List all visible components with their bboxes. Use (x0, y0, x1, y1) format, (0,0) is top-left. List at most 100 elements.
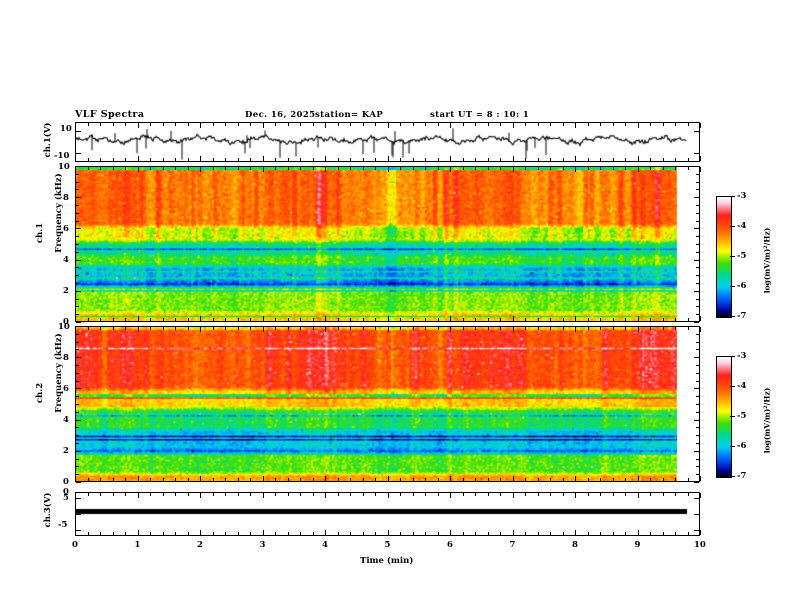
tick-mark (413, 318, 414, 321)
tick-mark (525, 532, 526, 535)
tick-mark (100, 532, 101, 535)
tick-mark (694, 514, 699, 515)
tick-mark (525, 158, 526, 161)
tick-mark (125, 123, 126, 126)
tick-mark (400, 167, 401, 170)
tick-mark (450, 123, 451, 128)
tick-mark (75, 123, 76, 128)
tick-mark (200, 316, 201, 321)
ch1-spectrogram-ytick-8: 8 (63, 193, 69, 203)
colorbar-tick-mark (730, 316, 735, 317)
tick-mark (475, 493, 476, 496)
ch3-waveform-ytick-neg5: -5 (58, 520, 68, 530)
xaxis-tick-2: 2 (197, 540, 203, 550)
tick-mark (150, 327, 151, 330)
tick-mark (538, 167, 539, 170)
tick-mark (288, 532, 289, 535)
tick-mark (413, 532, 414, 535)
tick-mark (100, 123, 101, 126)
colorbar-tick--4: -4 (737, 221, 747, 231)
tick-mark (325, 123, 326, 128)
tick-mark (100, 158, 101, 161)
tick-mark (613, 493, 614, 496)
tick-mark (213, 158, 214, 161)
tick-mark (450, 327, 451, 332)
tick-mark (694, 388, 699, 389)
tick-mark (76, 299, 79, 300)
tick-mark (625, 123, 626, 126)
tick-mark (313, 123, 314, 126)
tick-mark (375, 318, 376, 321)
tick-mark (625, 532, 626, 535)
tick-mark (696, 404, 699, 405)
colorbar-tick--3: -3 (737, 191, 747, 201)
tick-mark (313, 327, 314, 330)
tick-mark (263, 327, 264, 332)
tick-mark (325, 476, 326, 481)
tick-mark (425, 327, 426, 330)
tick-mark (263, 493, 264, 498)
tick-mark (550, 123, 551, 126)
tick-mark (638, 476, 639, 481)
tick-mark (563, 478, 564, 481)
tick-mark (694, 291, 699, 292)
tick-mark (675, 532, 676, 535)
tick-mark (76, 189, 79, 190)
tick-mark (200, 167, 201, 172)
tick-mark (113, 158, 114, 161)
tick-mark (600, 493, 601, 496)
tick-mark (188, 493, 189, 496)
tick-mark (76, 283, 79, 284)
colorbar-tick-mark (730, 476, 735, 477)
tick-mark (425, 123, 426, 126)
tick-mark (288, 478, 289, 481)
tick-mark (663, 327, 664, 330)
tick-mark (438, 493, 439, 496)
tick-mark (675, 123, 676, 126)
ch1-spectrogram-ytick-10: 10 (58, 162, 70, 172)
tick-mark (688, 493, 689, 496)
tick-mark (75, 316, 76, 321)
tick-mark (113, 478, 114, 481)
tick-mark (700, 530, 701, 535)
tick-mark (350, 327, 351, 330)
tick-mark (300, 158, 301, 161)
tick-mark (488, 532, 489, 535)
tick-mark (375, 167, 376, 170)
tick-mark (75, 493, 76, 498)
tick-mark (696, 244, 699, 245)
tick-mark (125, 493, 126, 496)
tick-mark (76, 244, 79, 245)
tick-mark (588, 532, 589, 535)
colorbar-tick--6: -6 (737, 281, 747, 291)
ch2-spectrogram-ytick-4: 4 (63, 415, 69, 425)
tick-mark (275, 123, 276, 126)
tick-mark (525, 318, 526, 321)
tick-mark (76, 205, 79, 206)
tick-mark (675, 478, 676, 481)
tick-mark (388, 476, 389, 481)
tick-mark (288, 167, 289, 170)
tick-mark (663, 158, 664, 161)
colorbar-tick-mark (730, 386, 735, 387)
tick-mark (275, 167, 276, 170)
tick-mark (625, 318, 626, 321)
tick-mark (75, 530, 76, 535)
tick-mark (150, 532, 151, 535)
colorbar-ch2-gradient (716, 356, 732, 478)
tick-mark (413, 327, 414, 330)
tick-mark (363, 478, 364, 481)
tick-mark (438, 478, 439, 481)
xaxis-tick-5: 5 (384, 540, 391, 550)
tick-mark (438, 318, 439, 321)
tick-mark (363, 167, 364, 170)
tick-mark (213, 532, 214, 535)
tick-mark (463, 327, 464, 330)
tick-mark (76, 412, 79, 413)
tick-mark (76, 314, 79, 315)
tick-mark (413, 167, 414, 170)
colorbar-tick--6: -6 (737, 441, 747, 451)
tick-mark (388, 123, 389, 128)
tick-mark (500, 318, 501, 321)
tick-mark (288, 327, 289, 330)
